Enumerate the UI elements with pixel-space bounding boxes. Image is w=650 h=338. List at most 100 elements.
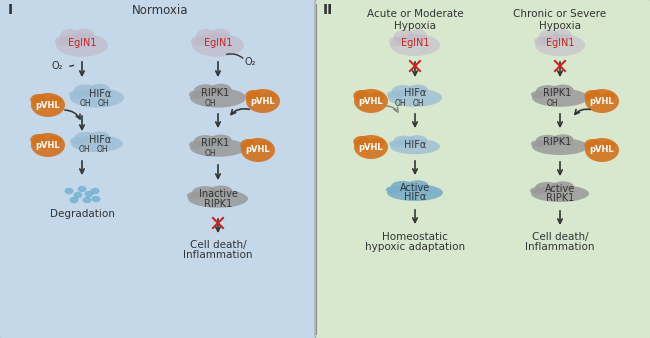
Text: OH: OH [79, 99, 91, 108]
Ellipse shape [387, 91, 402, 98]
Ellipse shape [532, 138, 588, 155]
Ellipse shape [31, 133, 65, 157]
Ellipse shape [531, 185, 589, 202]
Text: Cell death/: Cell death/ [532, 232, 588, 242]
Ellipse shape [532, 89, 588, 107]
Ellipse shape [262, 92, 276, 101]
Ellipse shape [31, 134, 47, 145]
Ellipse shape [585, 89, 619, 113]
Text: RIPK1: RIPK1 [543, 88, 571, 98]
Text: Inflammation: Inflammation [525, 242, 595, 252]
Ellipse shape [585, 138, 619, 162]
Text: RIPK1: RIPK1 [201, 138, 229, 148]
Ellipse shape [192, 186, 217, 198]
Text: Chronic or Severe
Hypoxia: Chronic or Severe Hypoxia [514, 9, 606, 31]
Text: OH: OH [204, 149, 216, 159]
Text: HIFα: HIFα [89, 89, 111, 99]
Ellipse shape [190, 139, 246, 157]
Ellipse shape [71, 135, 123, 152]
Ellipse shape [210, 135, 231, 145]
Text: OH: OH [98, 99, 109, 108]
Ellipse shape [354, 136, 370, 147]
Ellipse shape [392, 85, 415, 97]
Ellipse shape [538, 30, 560, 44]
Ellipse shape [77, 186, 86, 192]
Ellipse shape [75, 28, 94, 42]
Text: Active: Active [545, 184, 575, 194]
Text: I: I [7, 3, 12, 17]
Ellipse shape [387, 184, 443, 201]
Text: Acute or Moderate
Hypoxia: Acute or Moderate Hypoxia [367, 9, 463, 31]
Ellipse shape [211, 28, 231, 42]
Text: Active: Active [400, 183, 430, 193]
Ellipse shape [60, 29, 81, 44]
Ellipse shape [370, 138, 384, 147]
Ellipse shape [194, 84, 218, 97]
Ellipse shape [552, 134, 573, 144]
Ellipse shape [70, 88, 124, 107]
Text: EglN1: EglN1 [546, 38, 574, 48]
Ellipse shape [601, 92, 616, 101]
Ellipse shape [389, 37, 403, 46]
Text: Inflammation: Inflammation [183, 250, 253, 260]
Ellipse shape [354, 135, 388, 159]
Ellipse shape [388, 89, 442, 107]
Ellipse shape [531, 140, 547, 147]
Text: Degradation: Degradation [49, 209, 114, 219]
Text: Inactive: Inactive [198, 189, 237, 199]
Text: pVHL: pVHL [590, 145, 614, 154]
Text: RIPK1: RIPK1 [543, 137, 571, 147]
Ellipse shape [210, 84, 231, 95]
Text: Cell death/: Cell death/ [190, 240, 246, 250]
Ellipse shape [31, 94, 47, 105]
Ellipse shape [354, 89, 388, 113]
Ellipse shape [536, 85, 560, 97]
Ellipse shape [257, 141, 271, 150]
Ellipse shape [64, 188, 73, 194]
Text: hypoxic adaptation: hypoxic adaptation [365, 242, 465, 252]
Ellipse shape [47, 96, 61, 105]
Ellipse shape [69, 90, 84, 99]
Ellipse shape [241, 138, 275, 162]
Ellipse shape [189, 141, 205, 148]
Ellipse shape [408, 84, 428, 95]
Ellipse shape [73, 192, 83, 198]
Ellipse shape [190, 88, 246, 107]
Ellipse shape [386, 186, 402, 193]
Text: pVHL: pVHL [359, 97, 383, 105]
Text: O₂: O₂ [51, 61, 63, 71]
Text: OH: OH [78, 145, 90, 154]
Ellipse shape [407, 180, 428, 190]
Ellipse shape [90, 188, 99, 194]
Text: OH: OH [204, 98, 216, 107]
Ellipse shape [70, 197, 79, 203]
Ellipse shape [90, 84, 110, 95]
Ellipse shape [535, 182, 560, 193]
Ellipse shape [390, 34, 440, 56]
Text: OH: OH [96, 145, 108, 154]
Text: OH: OH [394, 98, 406, 107]
Ellipse shape [408, 29, 427, 42]
Ellipse shape [245, 90, 262, 101]
Text: pVHL: pVHL [246, 145, 270, 154]
Ellipse shape [191, 36, 205, 46]
Text: II: II [323, 3, 333, 17]
Text: Normoxia: Normoxia [132, 4, 188, 18]
Ellipse shape [92, 196, 101, 202]
Text: EglN1: EglN1 [203, 38, 232, 48]
Ellipse shape [370, 92, 384, 101]
Text: EglN1: EglN1 [68, 38, 96, 48]
Ellipse shape [47, 136, 61, 145]
Ellipse shape [408, 135, 427, 144]
Text: pVHL: pVHL [359, 143, 383, 151]
Ellipse shape [601, 141, 616, 150]
Ellipse shape [531, 91, 547, 98]
Ellipse shape [552, 84, 573, 95]
Text: HIFα: HIFα [404, 140, 426, 150]
FancyBboxPatch shape [0, 0, 319, 338]
Text: RIPK1: RIPK1 [201, 88, 229, 98]
Ellipse shape [187, 192, 203, 199]
Text: OH: OH [546, 98, 558, 107]
Ellipse shape [534, 37, 548, 46]
Ellipse shape [584, 139, 601, 150]
